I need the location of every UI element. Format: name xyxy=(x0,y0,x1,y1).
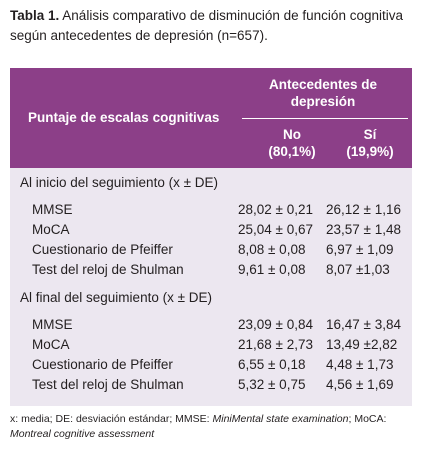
cell-value: 25,04 ± 0,67 xyxy=(238,222,313,237)
row-label: Test del reloj de Shulman xyxy=(32,377,184,392)
cell-value: 8,07 ±1,03 xyxy=(326,262,390,277)
cell-value: 16,47 ± 3,84 xyxy=(326,317,401,332)
footnote-term: Montreal cognitive assessment xyxy=(10,428,155,440)
table-header: Puntaje de escalas cognitivas Antecedent… xyxy=(10,68,412,168)
cell-value: 23,09 ± 0,84 xyxy=(238,317,313,332)
row-label: MoCA xyxy=(32,222,70,237)
section-title: Al inicio del seguimiento (x ± DE) xyxy=(20,175,218,190)
cell-value: 21,68 ± 2,73 xyxy=(238,337,313,352)
caption-text: Análisis comparativo de disminución de f… xyxy=(10,8,403,43)
cell-value: 8,08 ± 0,08 xyxy=(238,242,306,257)
caption: Tabla 1. Análisis comparativo de disminu… xyxy=(10,6,415,46)
footnote-term: MiniMental state examination xyxy=(212,413,349,425)
row-label: MoCA xyxy=(32,337,70,352)
cell-value: 23,57 ± 1,48 xyxy=(326,222,401,237)
cell-value: 6,97 ± 1,09 xyxy=(326,242,394,257)
cell-value: 6,55 ± 0,18 xyxy=(238,357,306,372)
table: Puntaje de escalas cognitivas Antecedent… xyxy=(10,68,412,406)
row-label: Cuestionario de Pfeiffer xyxy=(32,242,173,257)
cell-value: 5,32 ± 0,75 xyxy=(238,377,306,392)
row-label-header: Puntaje de escalas cognitivas xyxy=(28,110,220,125)
row-label: MMSE xyxy=(32,317,73,332)
cell-value: 28,02 ± 0,21 xyxy=(238,202,313,217)
column-name: Sí xyxy=(363,127,377,142)
group-header: Antecedentes de depresión xyxy=(268,77,378,109)
cell-value: 26,12 ± 1,16 xyxy=(326,202,401,217)
column-header: Sí (19,9%) xyxy=(330,126,410,160)
caption-label: Tabla 1. xyxy=(10,8,60,23)
cell-value: 9,61 ± 0,08 xyxy=(238,262,306,277)
footnote: x: media; DE: desviación estándar; MMSE:… xyxy=(10,412,415,442)
cell-value: 4,48 ± 1,73 xyxy=(326,357,394,372)
row-label: Cuestionario de Pfeiffer xyxy=(32,357,173,372)
column-header: No (80,1%) xyxy=(252,126,332,160)
footnote-text: ; MoCA: xyxy=(348,413,387,425)
row-label: MMSE xyxy=(32,202,73,217)
column-share: (80,1%) xyxy=(268,144,316,159)
column-name: No xyxy=(283,127,301,142)
column-share: (19,9%) xyxy=(346,144,394,159)
cell-value: 4,56 ± 1,69 xyxy=(326,377,394,392)
cell-value: 13,49 ±2,82 xyxy=(326,337,398,352)
row-label: Test del reloj de Shulman xyxy=(32,262,184,277)
footnote-text: x: media; DE: desviación estándar; MMSE: xyxy=(10,413,213,425)
group-rule xyxy=(242,118,408,119)
section-title: Al final del seguimiento (x ± DE) xyxy=(20,290,212,305)
